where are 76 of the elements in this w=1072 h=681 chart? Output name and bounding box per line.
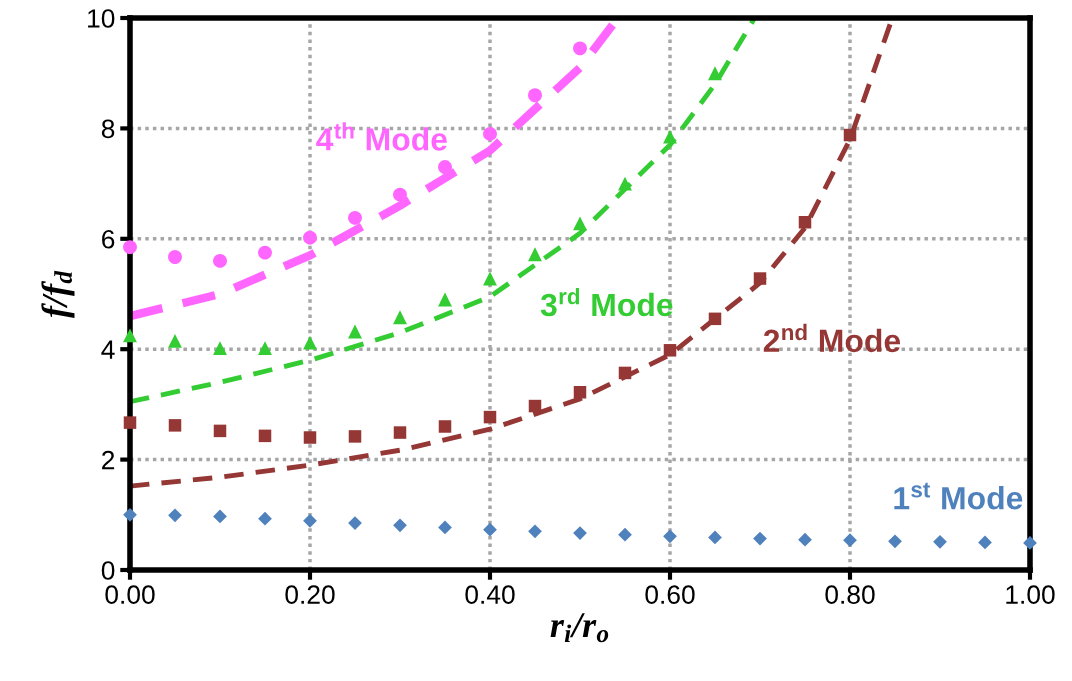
- point: [393, 426, 407, 439]
- series-label: 4$^{th}$ Mode: [316, 122, 447, 151]
- y-tick-label: 8: [101, 119, 115, 139]
- point: [438, 420, 452, 433]
- point: [438, 160, 452, 174]
- point: [348, 430, 362, 443]
- point: [123, 240, 137, 255]
- point: [123, 328, 137, 343]
- x-tick-label: 0.80: [825, 585, 875, 604]
- point: [978, 535, 992, 550]
- point: [798, 532, 812, 547]
- point: [483, 522, 497, 537]
- x-tick-label: 0.60: [645, 585, 695, 604]
- point: [213, 253, 227, 268]
- point: [618, 366, 632, 380]
- point: [708, 312, 722, 326]
- point: [258, 511, 272, 526]
- y-tick-label: 10: [88, 9, 115, 28]
- y-tick-label: 6: [102, 229, 115, 249]
- point: [663, 129, 677, 144]
- point: [528, 247, 542, 262]
- point: [168, 333, 182, 348]
- x-tick-label: 0.40: [465, 585, 515, 604]
- point: [573, 386, 587, 399]
- point: [213, 509, 227, 524]
- point: [888, 534, 902, 549]
- point: [303, 431, 317, 444]
- point: [123, 507, 137, 522]
- point: [168, 250, 182, 264]
- point: [708, 66, 722, 81]
- point: [483, 410, 497, 424]
- point: [168, 419, 182, 432]
- point: [348, 210, 362, 225]
- point: [393, 518, 407, 533]
- series-label: 1$^{st}$ Mode: [894, 482, 1023, 510]
- point: [258, 245, 272, 260]
- y-tick-label: 4: [101, 340, 115, 359]
- x-axis-title: r$_{i}$/r$_{o}$: [550, 613, 609, 643]
- point: [213, 424, 227, 438]
- point: [168, 508, 182, 523]
- point: [843, 533, 857, 548]
- y-tick-label: 2: [102, 450, 115, 470]
- line-series: [130, 18, 758, 405]
- point: [843, 128, 857, 142]
- point: [258, 341, 272, 356]
- point: [573, 41, 587, 56]
- point: [393, 310, 407, 325]
- point: [483, 126, 497, 141]
- x-tick-label: 1.00: [1006, 585, 1055, 604]
- point: [123, 416, 137, 429]
- series-label: 2$^{nd}$ Mode: [763, 323, 901, 353]
- point: [303, 514, 317, 528]
- point: [528, 399, 542, 413]
- point: [573, 216, 587, 231]
- point: [618, 527, 632, 542]
- point: [213, 341, 227, 356]
- point: [933, 534, 947, 549]
- x-tick-label: 0.00: [105, 585, 155, 604]
- point: [753, 531, 767, 546]
- point: [528, 524, 542, 539]
- point: [303, 335, 317, 350]
- point: [708, 530, 722, 545]
- point: [798, 215, 812, 229]
- point: [393, 187, 407, 202]
- point: [438, 520, 452, 535]
- y-axis-title: f/f$_{d}$: [41, 270, 75, 319]
- point: [303, 230, 317, 245]
- x-tick-label: 0.20: [285, 585, 335, 604]
- point: [663, 344, 677, 357]
- point: [258, 429, 272, 443]
- point: [663, 529, 677, 544]
- series-label: 3$^{rd}$ Mode: [540, 287, 673, 317]
- y-tick-label: 0: [101, 561, 115, 580]
- point: [753, 272, 767, 285]
- point: [618, 176, 632, 191]
- point: [528, 88, 542, 103]
